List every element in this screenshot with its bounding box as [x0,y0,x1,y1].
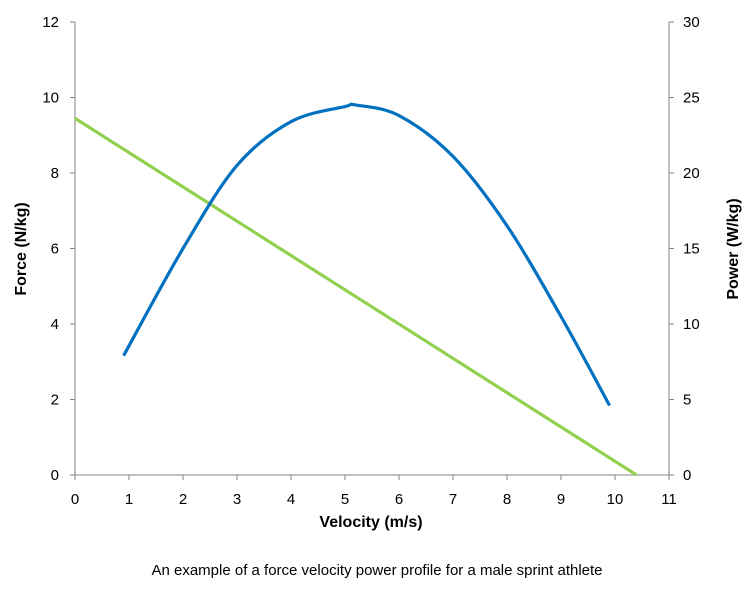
x-tick-label: 1 [125,491,133,508]
x-tick-label: 3 [233,491,241,508]
x-tick-label: 11 [661,491,677,508]
y-tick-label: 12 [42,14,59,31]
y2-tick-label: 30 [683,14,700,31]
y2-tick-label: 15 [683,241,700,258]
y2-tick-label: 25 [683,90,700,107]
y-axis-title: Force (N/kg) [13,202,30,295]
y2-axis-title: Power (W/kg) [725,198,742,299]
y2-tick-label: 5 [683,392,691,409]
y-tick-label: 0 [51,467,59,484]
y2-tick-label: 0 [683,467,691,484]
x-tick-label: 2 [179,491,187,508]
x-tick-label: 4 [287,491,295,508]
figure-caption: An example of a force velocity power pro… [151,562,603,579]
power-series-line [122,102,612,407]
x-tick-label: 10 [607,491,624,508]
series-lines [74,102,638,477]
y-tick-label: 8 [51,165,59,182]
y-tick-label: 4 [51,316,59,333]
y-tick-label: 2 [51,392,59,409]
y2-tick-label: 10 [683,316,700,333]
force-series-line [74,116,638,477]
x-axis-title: Velocity (m/s) [319,514,422,531]
x-tick-label: 5 [341,491,349,508]
y-tick-label: 10 [42,90,59,107]
y2-tick-label: 20 [683,165,700,182]
y-tick-label: 6 [51,241,59,258]
x-tick-label: 7 [449,491,457,508]
x-tick-label: 0 [71,491,79,508]
x-tick-label: 9 [557,491,565,508]
axes [70,21,674,480]
x-tick-label: 8 [503,491,511,508]
x-tick-label: 6 [395,491,403,508]
